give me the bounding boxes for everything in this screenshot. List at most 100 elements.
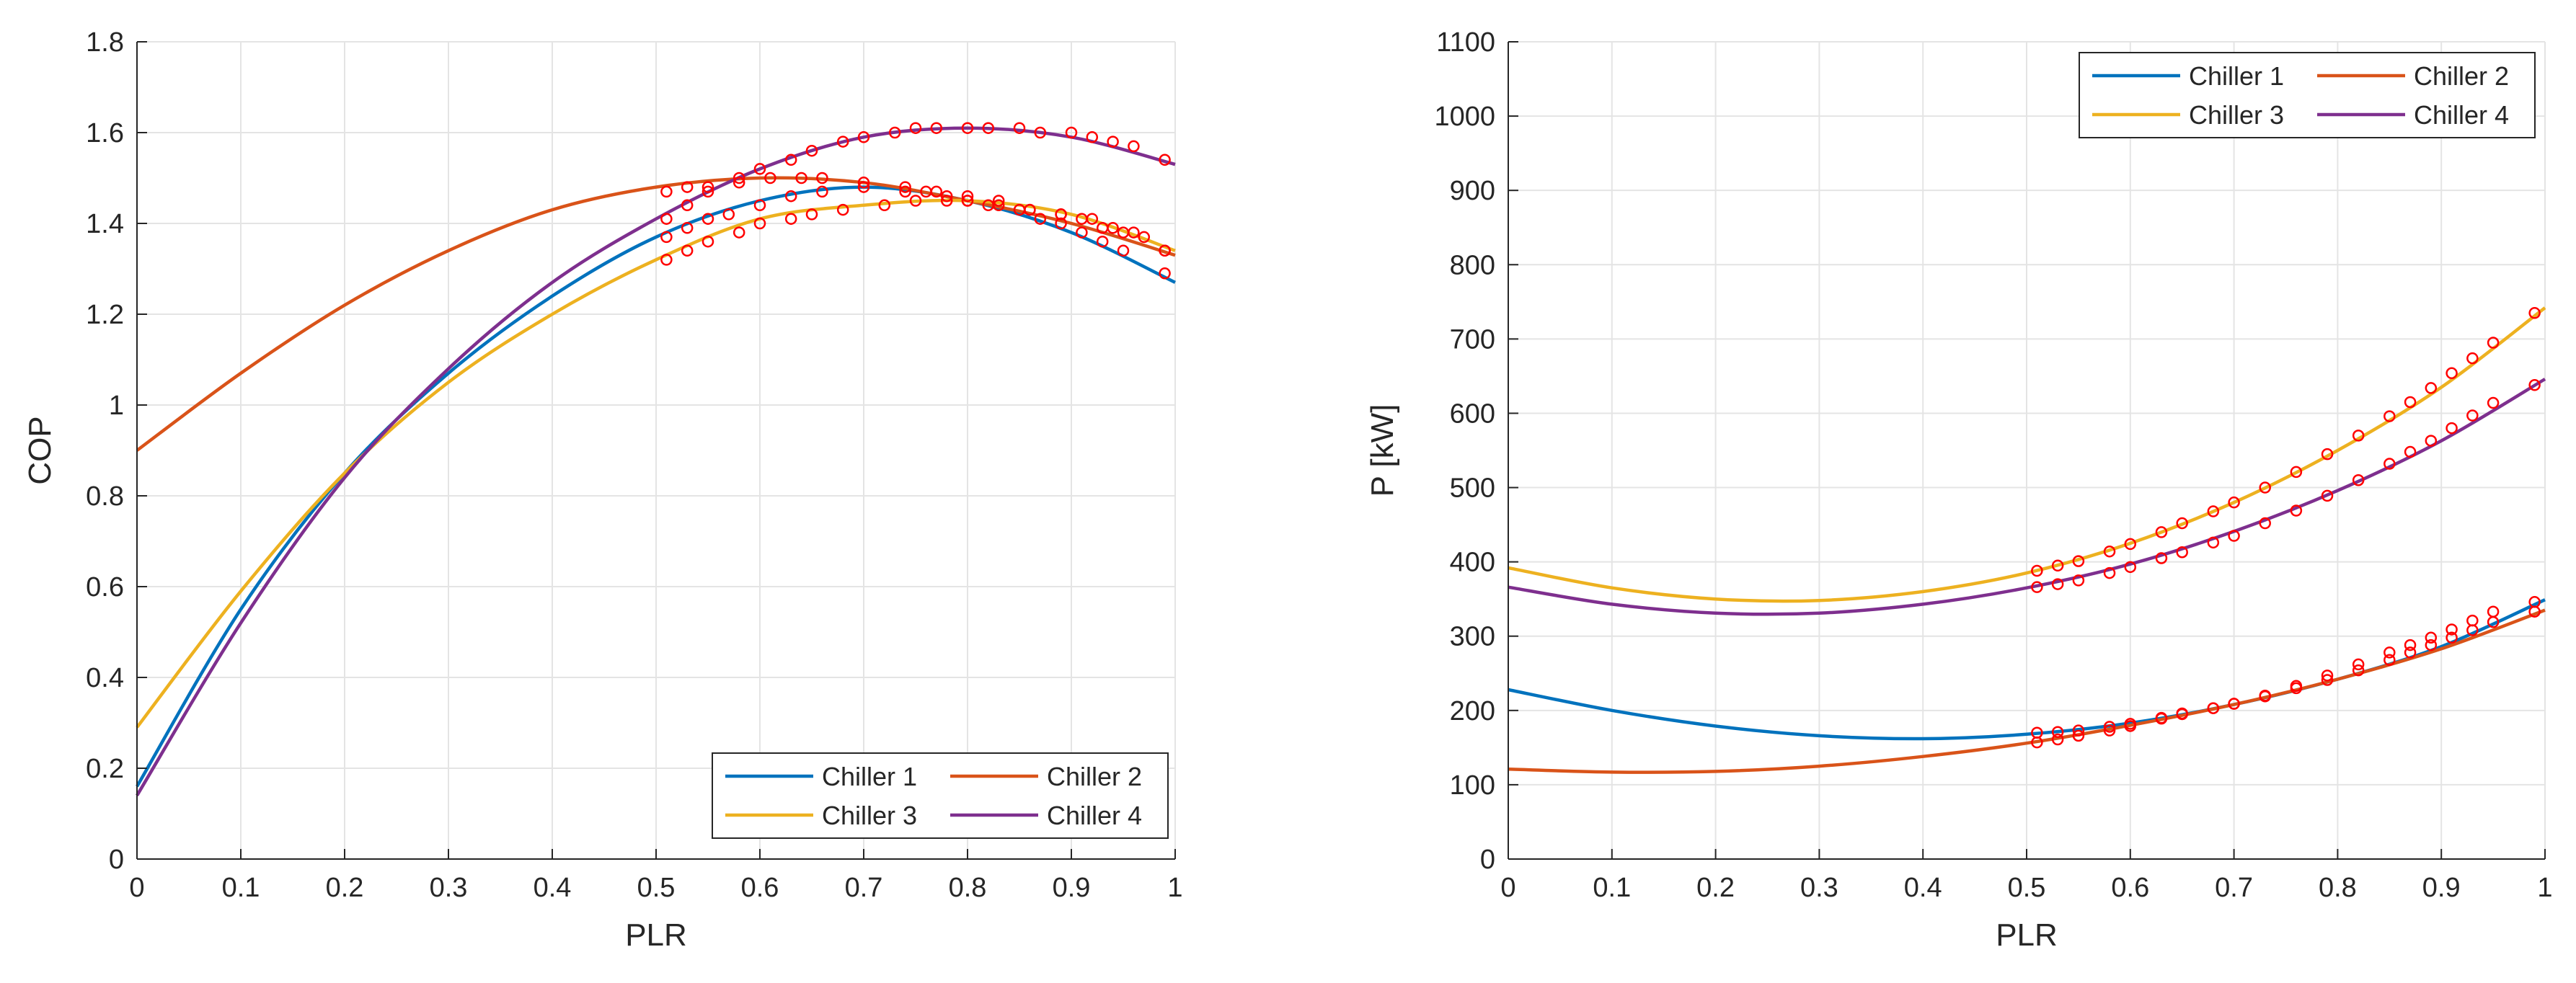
data-point-marker — [764, 172, 776, 184]
data-point-marker — [2321, 670, 2334, 682]
data-point-marker — [1055, 217, 1067, 230]
y-tick-label: 1.8 — [86, 27, 124, 58]
data-point-marker — [2031, 564, 2043, 577]
data-point-marker — [992, 199, 1005, 212]
data-point-marker — [2425, 435, 2438, 447]
data-point-marker — [1107, 222, 1119, 234]
data-point-marker — [2051, 578, 2064, 590]
x-tick-label: 0.1 — [222, 873, 260, 903]
data-point-marker — [1159, 154, 1171, 166]
data-point-marker — [1034, 213, 1047, 225]
data-point-marker — [2404, 639, 2417, 651]
data-point-marker — [899, 185, 911, 198]
data-point-marker — [1034, 126, 1047, 139]
data-point-marker — [961, 190, 974, 203]
y-tick-label: 400 — [1450, 548, 1495, 578]
data-point-marker — [2487, 396, 2500, 409]
series-line-chiller-3 — [1508, 306, 2546, 603]
data-point-marker — [1117, 244, 1130, 257]
data-point-marker — [701, 213, 714, 225]
data-point-marker — [805, 208, 818, 221]
data-point-marker — [2259, 690, 2271, 703]
data-point-marker — [2103, 724, 2116, 737]
x-tick-label: 1 — [1167, 873, 1182, 903]
y-tick-label: 0.6 — [86, 572, 124, 602]
data-point-marker — [2352, 473, 2365, 486]
data-point-marker — [2228, 698, 2240, 710]
legend-label-chiller-1: Chiller 1 — [2189, 61, 2284, 91]
data-point-marker — [2466, 352, 2479, 365]
data-point-marker — [2352, 664, 2365, 677]
data-point-marker — [2176, 517, 2188, 530]
data-point-marker — [2290, 466, 2303, 479]
data-point-marker — [2072, 724, 2085, 737]
data-point-marker — [795, 172, 807, 184]
x-tick-label: 0.4 — [534, 873, 572, 903]
data-point-marker — [2384, 654, 2396, 666]
x-tick-label: 0.6 — [2111, 873, 2149, 903]
data-point-marker — [660, 254, 673, 266]
data-point-marker — [2404, 646, 2417, 659]
data-point-marker — [701, 181, 714, 193]
y-tick-label: 500 — [1450, 473, 1495, 504]
data-point-marker — [660, 185, 673, 198]
y-axis-label: P [kW] — [1365, 404, 1400, 497]
data-point-marker — [2155, 552, 2168, 564]
x-tick-label: 0.9 — [2422, 873, 2461, 903]
data-point-marker — [816, 172, 828, 184]
data-point-marker — [836, 203, 849, 216]
data-point-marker — [1096, 235, 1109, 248]
data-point-marker — [2207, 536, 2220, 549]
power-chart-panel: 0 0.1 0.2 0.3 0.4 0.5 0.6 0.7 0.8 0.9 1 0 100 200 300 4… — [1365, 27, 2553, 953]
legend-label-chiller-3: Chiller 3 — [822, 801, 917, 830]
data-point-marker — [2155, 526, 2168, 538]
data-point-marker — [753, 217, 766, 230]
data-point-marker — [722, 208, 735, 221]
data-point-marker — [753, 163, 766, 175]
legend-label-chiller-2: Chiller 2 — [1047, 762, 1142, 791]
data-point-marker — [784, 190, 797, 203]
data-point-marker — [2176, 546, 2188, 559]
data-point-marker — [2352, 430, 2365, 442]
data-point-marker — [2528, 379, 2541, 391]
x-tick-label: 0 — [129, 873, 144, 903]
data-point-marker — [732, 226, 745, 239]
data-point-marker — [2384, 458, 2396, 470]
y-tick-label: 1.2 — [86, 300, 124, 330]
data-point-marker — [2352, 658, 2365, 671]
data-point-marker — [857, 181, 870, 193]
data-point-marker — [1159, 244, 1171, 257]
y-tick-label: 300 — [1450, 622, 1495, 652]
data-point-marker — [2404, 396, 2417, 409]
series-line-chiller-4 — [136, 126, 1176, 796]
y-tick-label: 0.4 — [86, 663, 124, 693]
data-point-marker — [681, 244, 694, 257]
x-tick-label: 0.9 — [1053, 873, 1091, 903]
data-point-marker — [2051, 733, 2064, 746]
series-line-chiller-2 — [136, 176, 1176, 452]
data-point-marker — [1159, 267, 1171, 280]
y-tick-label: 900 — [1450, 176, 1495, 206]
data-point-marker — [2487, 615, 2500, 628]
x-tick-label: 0.2 — [326, 873, 364, 903]
data-point-marker — [2321, 674, 2334, 686]
x-axis-label: PLR — [1996, 917, 2058, 953]
data-point-marker — [681, 222, 694, 234]
data-point-marker — [1013, 122, 1026, 134]
legend-label-chiller-1: Chiller 1 — [822, 762, 917, 791]
data-point-marker — [961, 195, 974, 207]
x-tick-label: 0 — [1500, 873, 1515, 903]
legend-box — [712, 752, 1169, 839]
data-point-marker — [2446, 422, 2458, 435]
data-point-marker — [2384, 646, 2396, 659]
data-point-marker — [2259, 481, 2271, 494]
data-point-marker — [2103, 566, 2116, 579]
data-point-marker — [2466, 624, 2479, 636]
data-point-marker — [909, 122, 922, 134]
data-point-marker — [2290, 504, 2303, 517]
data-point-marker — [2446, 631, 2458, 644]
x-tick-label: 0.2 — [1696, 873, 1735, 903]
data-point-marker — [1107, 135, 1119, 148]
x-tick-label: 0.7 — [845, 873, 883, 903]
